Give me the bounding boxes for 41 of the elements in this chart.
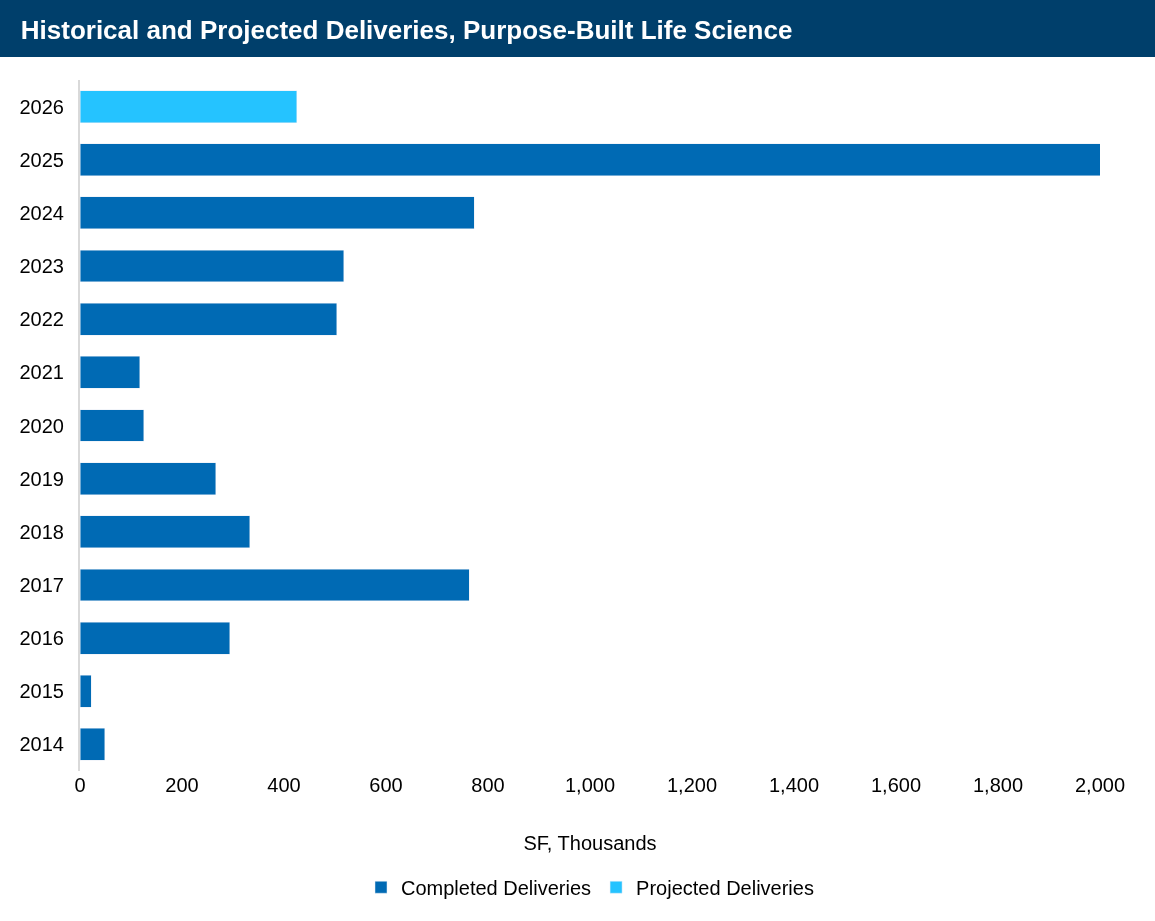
legend-label: Completed Deliveries [401, 877, 592, 900]
bar [80, 568, 470, 602]
chart-title: Historical and Projected Deliveries, Purpose-Built Life Science [20, 15, 793, 46]
y-tick-label: 2021 [19, 361, 64, 384]
y-tick-label: 2015 [19, 680, 64, 703]
x-axis-title: SF, Thousands [523, 831, 657, 854]
bar [80, 356, 140, 389]
x-tick-label: 1,200 [666, 774, 718, 796]
legend-label: Projected Deliveries [636, 877, 814, 900]
y-tick-label: 2014 [19, 733, 64, 756]
y-tick-label: 2024 [19, 201, 64, 224]
y-tick-label: 2023 [19, 255, 64, 278]
x-tick-label: 1,400 [768, 774, 820, 796]
bar [80, 728, 106, 761]
x-tick-label: 1,000 [564, 774, 616, 796]
bar [80, 675, 92, 708]
bar [80, 90, 297, 123]
y-tick-label: 2025 [19, 148, 64, 171]
x-tick-label: 1,600 [870, 774, 922, 796]
x-tick-label: 800 [471, 774, 505, 796]
x-tick-label: 400 [267, 774, 301, 796]
x-tick-label: 0 [74, 774, 86, 796]
bar [80, 303, 337, 336]
y-tick-label: 2017 [19, 573, 64, 596]
bar [80, 515, 251, 548]
x-tick-label: 1,800 [972, 774, 1024, 796]
bar [80, 143, 1100, 176]
bar [80, 621, 231, 655]
bar [80, 409, 144, 442]
x-tick-label: 600 [369, 774, 403, 796]
x-tick-label: 2,000 [1074, 774, 1126, 796]
bar [80, 462, 216, 495]
y-tick-label: 2022 [19, 308, 64, 331]
y-tick-label: 2016 [19, 627, 64, 650]
y-tick-label: 2018 [19, 520, 64, 543]
x-tick-label: 200 [165, 774, 199, 796]
bar [80, 196, 475, 230]
y-tick-label: 2019 [19, 467, 64, 490]
y-tick-label: 2020 [19, 414, 64, 437]
y-tick-label: 2026 [19, 95, 64, 118]
bar [80, 249, 344, 283]
